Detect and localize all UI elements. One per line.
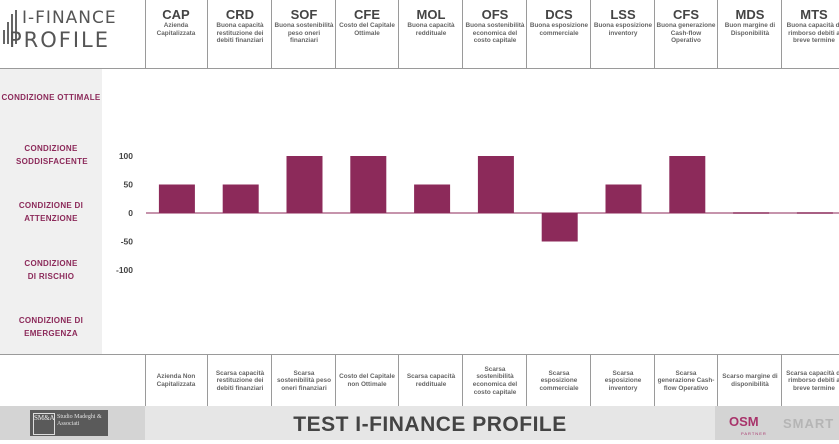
- indicator-negative-lss: Scarsa esposizione inventory: [592, 355, 655, 407]
- bar-lss: [605, 184, 642, 213]
- indicator-header-lss: LSS Buona esposizione inventory: [592, 0, 655, 68]
- smart-logo: SMART: [783, 416, 835, 431]
- indicator-code: SOF: [290, 7, 318, 22]
- indicator-code: CRD: [225, 7, 255, 22]
- indicator-code: MTS: [800, 7, 828, 22]
- condition-labels-column: CONDIZIONE OTTIMALE CONDIZIONE SODDISFAC…: [0, 69, 102, 354]
- indicator-header-mol: MOL Buona capacità reddituale: [400, 0, 463, 68]
- indicator-negative-dcs: Scarsa esposizione commerciale: [528, 355, 591, 407]
- indicator-description: Buona capacità di rimborso debiti a brev…: [786, 22, 839, 45]
- indicator-header-cfe: CFE Costo del Capitale Ottimale: [336, 0, 399, 68]
- condition-label-emergenza: CONDIZIONE DI EMERGENZA: [18, 316, 84, 338]
- logo-title: I-FINANCE: [22, 8, 117, 28]
- condition-label-attenzione: CONDIZIONE DI ATTENZIONE: [18, 201, 84, 223]
- indicator-description: Buona esposizione inventory: [593, 22, 653, 37]
- indicator-description: Costo del Capitale Ottimale: [339, 22, 395, 37]
- osm-partner-label: PARTNER: [741, 431, 767, 436]
- indicator-negative-mts: Scarsa capacità di rimborso debiti a bre…: [783, 355, 839, 407]
- y-tick-label: 50: [124, 180, 134, 190]
- indicator-description: Buon margine di Disponibilità: [724, 22, 776, 37]
- bar-mts: [796, 212, 833, 214]
- bar-mds: [733, 212, 770, 214]
- indicator-negative-crd: Scarsa capacità restituzione dei debiti …: [209, 355, 272, 407]
- indicator-negative-cap: Azienda Non Capitalizzata: [145, 355, 208, 407]
- indicator-negative-sof: Scarsa sostenibilità peso oneri finanzia…: [273, 355, 336, 407]
- indicator-header-crd: CRD Buona capacità restituzione dei debit…: [209, 0, 272, 68]
- bar-cfe: [350, 156, 387, 213]
- studio-mark: SM&A: [33, 413, 55, 435]
- indicator-header-dcs: DCS Buona esposizione commerciale: [528, 0, 591, 68]
- indicator-negative-mds: Scarso margine di disponibilità: [719, 355, 782, 407]
- y-tick-label: 0: [128, 208, 133, 218]
- indicator-header-cap: CAP Azienda Capitalizzata: [145, 0, 208, 68]
- indicator-code: CFS: [673, 7, 699, 22]
- bar-chart-logo-icon: [3, 10, 17, 44]
- indicator-description: Buona esposizione commerciale: [529, 22, 589, 37]
- condition-bar-chart: 100 50 0 -50 -100: [116, 151, 839, 275]
- indicator-description: Buona sostenibilità economica del costo …: [465, 22, 525, 45]
- y-tick-label: -50: [121, 237, 134, 247]
- osm-logo: OSM: [729, 414, 759, 429]
- indicator-code: OFS: [481, 7, 509, 22]
- logo-subtitle: PROFILE: [9, 28, 111, 52]
- indicator-code: MDS: [735, 7, 765, 22]
- condition-label-soddisfacente: CONDIZIONE SODDISFACENTE: [16, 144, 88, 166]
- bar-ofs: [477, 156, 514, 213]
- negative-descriptions-row: Azienda Non Capitalizzata Scarsa capacità…: [0, 354, 839, 408]
- indicator-negative-cfe: Costo del Capitale non Ottimale: [336, 355, 399, 407]
- indicator-header-mds: MDS Buon margine di Disponibilità: [719, 0, 782, 68]
- indicator-code: CAP: [162, 7, 190, 22]
- indicator-description: Buona capacità restituzione dei debiti f…: [216, 22, 264, 45]
- indicator-description: Buona capacità reddituale: [407, 22, 455, 37]
- indicator-description: Buona generazione Cash-flow Operativo: [656, 22, 716, 45]
- condition-label-rischio: CONDIZIONE DI RISCHIO: [24, 259, 78, 281]
- bar-mol: [414, 184, 451, 213]
- indicator-negative-ofs: Scarsa sostenibilità economica del costo…: [464, 355, 527, 407]
- indicator-negative-cfs: Scarsa generazione Cash-flow Operativo: [655, 355, 718, 407]
- footer-blank-cell: [0, 355, 146, 407]
- indicator-code: MOL: [416, 7, 446, 22]
- bar-sof: [286, 156, 323, 213]
- indicator-header-cfs: CFS Buona generazione Cash-flow Operativo: [655, 0, 718, 68]
- indicator-code: LSS: [610, 7, 636, 22]
- bar-cfs: [669, 156, 706, 213]
- indicator-description: Azienda Capitalizzata: [156, 22, 196, 37]
- indicator-description: Buona sostenibilità peso oneri finanziar…: [274, 22, 334, 45]
- page-title: TEST I-FINANCE PROFILE: [145, 406, 715, 440]
- indicator-header-ofs: OFS Buona sostenibilità economica del cos…: [464, 0, 527, 68]
- y-tick-label: -100: [116, 265, 133, 275]
- condition-label-ottimale: CONDIZIONE OTTIMALE: [1, 93, 101, 102]
- studio-logo: SM&A Studio Madeghi & Associati: [30, 410, 108, 436]
- y-tick-label: 100: [119, 151, 133, 161]
- i-finance-profile-logo: I-FINANCE PROFILE: [0, 0, 146, 68]
- studio-name: Studio Madeghi & Associati: [57, 414, 102, 427]
- indicator-header-sof: SOF Buona sostenibilità peso oneri finanz…: [273, 0, 336, 68]
- indicator-negative-mol: Scarsa capacità reddituale: [400, 355, 463, 407]
- indicator-header-mts: MTS Buona capacità di rimborso debiti a b…: [783, 0, 839, 68]
- bar-crd: [222, 184, 259, 213]
- bar-cap: [158, 184, 195, 213]
- bar-dcs: [541, 213, 578, 242]
- indicator-code: DCS: [545, 7, 573, 22]
- indicator-code: CFE: [354, 7, 380, 22]
- indicator-header-row: I-FINANCE PROFILE CAP Azienda Capitalizza…: [0, 0, 839, 69]
